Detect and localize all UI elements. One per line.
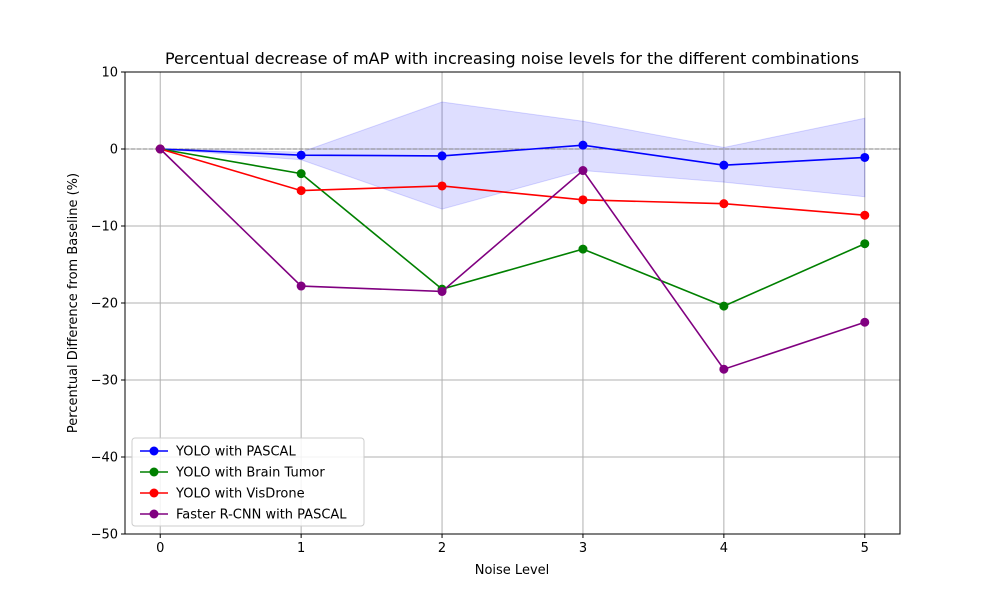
x-tick-label: 5	[861, 541, 869, 556]
data-point	[719, 199, 729, 209]
data-point	[860, 317, 870, 327]
legend-marker	[149, 509, 159, 519]
x-tick-label: 1	[297, 541, 305, 556]
series-line	[160, 148, 866, 307]
legend-marker	[149, 488, 159, 498]
data-point	[860, 210, 870, 220]
data-point	[437, 181, 447, 191]
data-point	[719, 301, 729, 311]
series-layer	[155, 140, 870, 374]
x-axis-label: Noise Level	[475, 563, 550, 578]
legend-label: Faster R-CNN with PASCAL	[176, 508, 347, 523]
data-point	[296, 169, 306, 179]
data-point	[296, 186, 306, 196]
legend-box	[131, 437, 365, 527]
y-tick-label: −30	[91, 374, 118, 389]
y-tick-label: −10	[91, 220, 118, 235]
data-point	[578, 166, 588, 176]
y-tick-label: 0	[110, 143, 118, 158]
x-tick-label: 3	[579, 541, 587, 556]
legend-label: YOLO with Brain Tumor	[175, 466, 325, 481]
data-point	[860, 152, 870, 162]
ticks: 0 1 2 3 4 5 10 0 −10 −20 −30 −40 −50	[91, 66, 869, 557]
y-tick-label: −40	[91, 451, 118, 466]
series-line	[160, 148, 865, 217]
data-point	[437, 151, 447, 161]
data-point	[719, 160, 729, 170]
legend: YOLO with PASCAL YOLO with Brain Tumor YOL…	[131, 437, 365, 527]
data-point	[719, 364, 729, 374]
data-point	[296, 150, 306, 160]
x-tick-label: 2	[438, 541, 446, 556]
data-point	[578, 244, 588, 254]
data-point	[437, 286, 447, 296]
series-line	[159, 148, 866, 371]
legend-label: YOLO with PASCAL	[175, 445, 296, 460]
series-line	[160, 144, 865, 166]
data-point	[296, 281, 306, 291]
data-point	[578, 140, 588, 150]
y-tick-label: 10	[101, 66, 118, 81]
y-tick-label: −50	[91, 528, 118, 543]
legend-marker	[149, 467, 159, 477]
data-point	[155, 144, 165, 154]
y-tick-label: −20	[91, 297, 118, 312]
y-axis-label: Percentual Difference from Baseline (%)	[66, 173, 81, 433]
legend-marker	[149, 446, 159, 456]
chart-title: Percentual decrease of mAP with increasi…	[165, 49, 859, 68]
x-tick-label: 0	[156, 541, 164, 556]
data-point	[578, 195, 588, 205]
data-point	[860, 239, 870, 249]
legend-label: YOLO with VisDrone	[175, 487, 305, 502]
x-tick-label: 4	[720, 541, 728, 556]
